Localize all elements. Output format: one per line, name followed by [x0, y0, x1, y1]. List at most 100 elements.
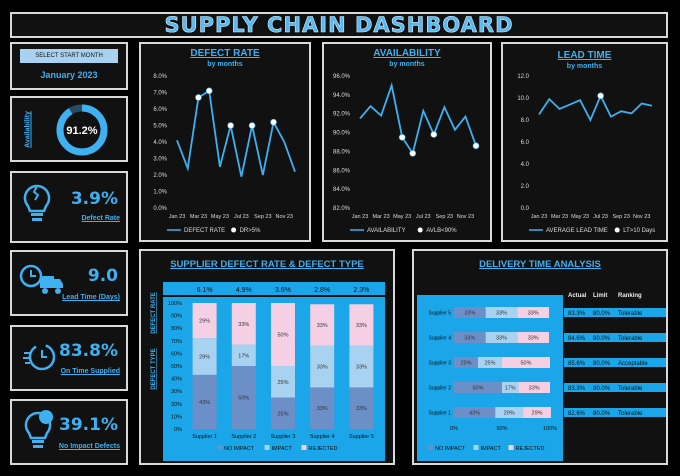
bar-value-label: 25% [277, 380, 288, 386]
legend-point-swatch [417, 227, 423, 233]
bar-segment [310, 345, 335, 388]
availability-donut-arc [56, 104, 108, 156]
no-impact-label: No Impact Defects [58, 443, 120, 450]
y-tick-label: 92.0% [333, 112, 351, 118]
legend-label: REJECTED [516, 446, 545, 452]
bar-value-label: 50% [277, 333, 288, 339]
table-row [564, 358, 666, 367]
x-tick-label: Jan 23 [531, 214, 548, 220]
x-tick-label: 50% [496, 426, 507, 432]
defect-rate-kpi-panel: 3.9% Defect Rate [10, 171, 128, 243]
bar-value-label: 33% [529, 386, 540, 392]
bar-segment [192, 374, 217, 429]
y-tick-label: 0% [174, 427, 182, 433]
bar-segment [192, 303, 217, 339]
table-cell: 80.0% [593, 361, 611, 367]
legend-swatch [473, 445, 479, 450]
highlight-point [205, 87, 213, 95]
bar-segment [485, 332, 518, 343]
series-line [176, 89, 296, 177]
x-tick-label: Sep 23 [254, 214, 271, 220]
bar-value-label: 25% [277, 411, 288, 417]
legend-swatch [508, 445, 514, 450]
bar-value-label: 25% [460, 361, 471, 367]
bar-segment [454, 307, 486, 318]
x-tick-label: Nov 23 [276, 214, 293, 220]
bar-value-label: 50% [238, 396, 249, 402]
y-tick-label: 88.0% [333, 149, 351, 155]
bar-segment [478, 357, 502, 368]
legend-series-label: DEFECT RATE [184, 228, 225, 234]
availability-line-chart: 82.0% 84.0% 86.0% 88.0% 90.0% 92.0% 94.0% 96.0%… [333, 74, 480, 234]
bar-value-label: 33% [356, 406, 367, 412]
lead-time-value: 9.0 [87, 266, 118, 286]
table-header: Limit [593, 293, 607, 299]
highlight-point [270, 118, 277, 126]
table-header: Ranking [618, 293, 642, 299]
bar-segment [271, 303, 295, 366]
x-tick-label: Nov 23 [457, 214, 474, 220]
bar-segment [502, 357, 550, 368]
y-tick-label: 2.0 [521, 184, 530, 190]
availability-value: 91.2% [66, 125, 97, 137]
table-cell: 83.3% [568, 386, 586, 392]
y-tick-label: 6.0% [153, 107, 167, 113]
bar-segment [495, 407, 524, 418]
supplier-defect-rate-label: 4.9% [236, 287, 252, 294]
y-tick-label: 12.0 [517, 74, 529, 80]
y-tick-label: 50% [171, 364, 182, 370]
y-tick-label: 20% [171, 402, 182, 408]
y-tick-label: 84.0% [333, 187, 351, 193]
bar-segment [192, 338, 217, 375]
bar-segment [523, 407, 551, 418]
table-cell: 80.0% [593, 311, 611, 317]
bar-segment [231, 344, 256, 366]
delivery-stacked-chart: Actual Limit Ranking Supplier 5 33% 33% 33% 83.… [417, 293, 666, 461]
legend-swatch [217, 445, 222, 450]
start-month-value[interactable]: January 2023 [40, 70, 98, 80]
y-axis-label: DEFECT TYPE [151, 348, 157, 389]
bar-segment [231, 366, 256, 429]
select-start-month-button[interactable]: SELECT START MONTH [20, 49, 118, 63]
y-tick-label: 70% [171, 339, 182, 345]
on-time-kpi-panel: 83.8% On Time Supplied [10, 325, 128, 391]
bar-segment [231, 303, 256, 345]
x-tick-label: Mar 23 [190, 214, 207, 220]
bar-value-label: 50% [520, 361, 531, 367]
bar-value-label: 43% [199, 400, 210, 406]
x-tick-label: Supplier 5 [349, 434, 374, 440]
bar-segment [454, 407, 496, 418]
x-tick-label: Sep 23 [436, 214, 453, 220]
bar-segment [454, 382, 502, 393]
bar-value-label: 33% [496, 336, 507, 342]
y-tick-label: 6.0 [521, 140, 530, 146]
supplier-defect-rate-label: 3.6% [275, 287, 291, 294]
legend-label: IMPACT [272, 446, 293, 452]
table-cell: 80.0% [593, 336, 611, 342]
page-title: SUPPLY CHAIN DASHBOARD [164, 13, 514, 38]
legend-label: NO IMPACT [224, 446, 255, 452]
defect-rate-chart-title: DEFECT RATE [190, 48, 260, 59]
x-tick-label: Jul 23 [234, 214, 249, 220]
supplier-defect-rate-label: 2.8% [314, 287, 330, 294]
start-month-panel: SELECT START MONTH January 2023 [10, 42, 128, 90]
defect-rate-label: Defect Rate [81, 215, 120, 222]
y-tick-label: Supplier 3 [428, 361, 451, 367]
top-axis-label: DEFECT RATE [151, 292, 157, 334]
lead-time-label: Lead Time (Days) [62, 294, 120, 301]
y-tick-label: 1.0% [153, 190, 167, 196]
bar-segment [349, 345, 374, 388]
legend-highlight-label: DR>5% [240, 228, 262, 234]
table-header: Actual [568, 293, 587, 299]
y-tick-label: 7.0% [153, 91, 167, 97]
availability-kpi-panel: Availability 91.2% [10, 96, 128, 162]
x-tick-label: May 23 [571, 214, 589, 220]
highlight-point [195, 94, 202, 101]
legend-series-label: AVAILABILITY [367, 228, 405, 234]
on-time-value: 83.8% [59, 341, 118, 361]
no-impact-kpi-panel: 39.1% No Impact Defects [10, 399, 128, 465]
defect-rate-strip [163, 282, 385, 295]
bar-segment [454, 357, 478, 368]
legend-point-swatch [614, 227, 620, 233]
y-tick-label: 4.0 [521, 162, 530, 168]
